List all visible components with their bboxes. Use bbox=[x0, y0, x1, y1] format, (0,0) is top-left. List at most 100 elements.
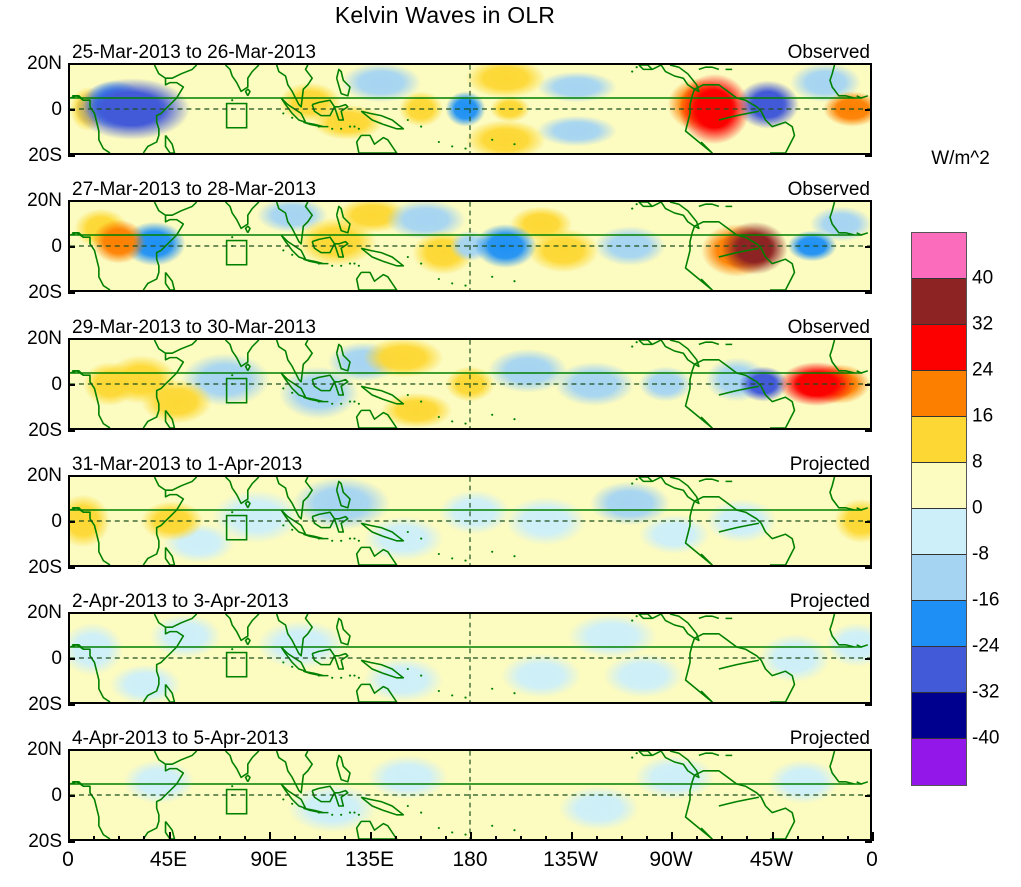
colorbar-swatch bbox=[912, 509, 966, 555]
x-axis-tick bbox=[721, 836, 724, 841]
panel-plot-area[interactable] bbox=[68, 612, 872, 704]
y-axis-tick bbox=[865, 658, 872, 660]
colorbar-tick-label: 8 bbox=[972, 451, 983, 473]
x-axis-tick bbox=[168, 832, 171, 841]
x-axis-tick bbox=[520, 836, 523, 841]
y-axis-tick-label: 20S bbox=[28, 282, 62, 303]
panel-status-label: Projected bbox=[789, 591, 870, 612]
x-axis-tick bbox=[444, 836, 447, 841]
y-axis-tick bbox=[68, 338, 75, 340]
x-axis-tick bbox=[746, 836, 749, 841]
y-axis-tick-label: 20N bbox=[27, 53, 62, 74]
panel-date-range: 29-Mar-2013 to 30-Mar-2013 bbox=[72, 317, 316, 338]
y-axis-tick bbox=[865, 749, 872, 751]
colorbar-swatch bbox=[912, 647, 966, 693]
y-axis-tick-label: 0 bbox=[51, 99, 62, 120]
y-axis-tick bbox=[68, 841, 75, 843]
x-axis-labels: 0 45E 90E 135E 180 135W 90W 45W 0 bbox=[0, 848, 890, 878]
x-axis-tick bbox=[93, 836, 96, 841]
y-axis-tick-label: 20S bbox=[28, 557, 62, 578]
y-axis-tick-label: 0 bbox=[51, 648, 62, 669]
colorbar-tick-label: 40 bbox=[972, 267, 994, 289]
y-axis-tick bbox=[865, 430, 872, 432]
y-axis-tick bbox=[865, 704, 872, 706]
panel-date-range: 2-Apr-2013 to 3-Apr-2013 bbox=[72, 591, 289, 612]
y-axis-tick bbox=[68, 521, 75, 523]
colorbar-swatch bbox=[912, 739, 966, 785]
y-axis-tick bbox=[865, 521, 872, 523]
y-axis-tick bbox=[865, 384, 872, 386]
colorbar-tick-label: 24 bbox=[972, 359, 994, 381]
x-axis-tick bbox=[495, 836, 498, 841]
colorbar-tick-label: -8 bbox=[972, 543, 989, 565]
colorbar-swatch bbox=[912, 601, 966, 647]
x-axis-tick bbox=[394, 836, 397, 841]
x-axis-tick bbox=[369, 832, 372, 841]
x-axis-tick bbox=[269, 832, 271, 841]
y-axis-tick-label: 20S bbox=[28, 145, 62, 166]
x-axis-tick bbox=[796, 836, 799, 841]
y-axis-tick bbox=[865, 109, 872, 111]
panel-plot-area[interactable] bbox=[68, 200, 872, 292]
x-axis-tick-label: 180 bbox=[452, 848, 488, 871]
colorbar[interactable] bbox=[911, 232, 967, 786]
y-axis-tick bbox=[68, 246, 75, 248]
y-axis-tick bbox=[68, 155, 75, 157]
panel-date-range: 25-Mar-2013 to 26-Mar-2013 bbox=[72, 42, 316, 63]
panel-status-label: Projected bbox=[789, 454, 870, 475]
y-axis-tick bbox=[865, 292, 872, 294]
y-axis-tick-label: 0 bbox=[51, 374, 62, 395]
x-axis-tick bbox=[545, 836, 548, 841]
y-axis-tick bbox=[865, 200, 872, 202]
y-axis-tick bbox=[865, 338, 872, 340]
x-axis-tick bbox=[143, 836, 146, 841]
colorbar-tick-label: 16 bbox=[972, 405, 994, 427]
x-axis-tick bbox=[620, 836, 623, 841]
colorbar-tick-label: -40 bbox=[972, 727, 1000, 749]
colorbar-swatch bbox=[912, 233, 966, 279]
y-axis-tick bbox=[865, 246, 872, 248]
y-axis-tick bbox=[68, 63, 75, 65]
y-axis-tick bbox=[68, 475, 75, 477]
x-axis-tick bbox=[671, 832, 673, 841]
panel-plot-area[interactable] bbox=[68, 475, 872, 567]
x-axis-tick bbox=[872, 832, 874, 841]
y-axis-tick bbox=[68, 749, 75, 751]
panel-plot-area[interactable] bbox=[68, 338, 872, 430]
y-axis-tick bbox=[68, 430, 75, 432]
x-axis-tick bbox=[118, 836, 121, 841]
panel-header: 25-Mar-2013 to 26-Mar-2013 Observed bbox=[68, 42, 872, 64]
y-axis-tick-label: 20S bbox=[28, 831, 62, 852]
colorbar-swatch bbox=[912, 693, 966, 739]
colorbar-tick-label: -16 bbox=[972, 589, 1000, 611]
y-axis-tick bbox=[865, 795, 872, 797]
y-axis-tick-label: 20N bbox=[27, 739, 62, 760]
x-axis-tick-label: 135E bbox=[344, 848, 395, 871]
x-axis-tick bbox=[419, 836, 422, 841]
panel-plot-area[interactable] bbox=[68, 749, 872, 841]
y-axis-tick bbox=[68, 384, 75, 386]
y-axis-tick-label: 0 bbox=[51, 236, 62, 257]
colorbar-swatch bbox=[912, 279, 966, 325]
y-axis-tick-label: 20N bbox=[27, 465, 62, 486]
x-axis-tick-label: 90E bbox=[250, 848, 288, 871]
colorbar-swatch bbox=[912, 555, 966, 601]
x-axis-tick bbox=[696, 836, 699, 841]
map-canvas bbox=[70, 65, 870, 153]
y-axis-tick-label: 20N bbox=[27, 602, 62, 623]
panel-status-label: Observed bbox=[787, 179, 870, 200]
panel-plot-area[interactable] bbox=[68, 63, 872, 155]
colorbar-tick-label: -32 bbox=[972, 681, 1000, 703]
panel-header: 4-Apr-2013 to 5-Apr-2013 Projected bbox=[68, 728, 872, 750]
x-axis-tick bbox=[821, 836, 824, 841]
y-axis-tick-label: 20N bbox=[27, 190, 62, 211]
map-canvas bbox=[70, 477, 870, 565]
x-axis-tick-label: 90W bbox=[649, 848, 693, 871]
x-axis-tick bbox=[470, 832, 472, 841]
x-axis-tick bbox=[344, 836, 347, 841]
panel-header: 31-Mar-2013 to 1-Apr-2013 Projected bbox=[68, 454, 872, 476]
y-axis-tick bbox=[68, 567, 75, 569]
colorbar-swatch bbox=[912, 371, 966, 417]
y-axis-tick-label: 0 bbox=[51, 511, 62, 532]
y-axis-tick bbox=[865, 612, 872, 614]
